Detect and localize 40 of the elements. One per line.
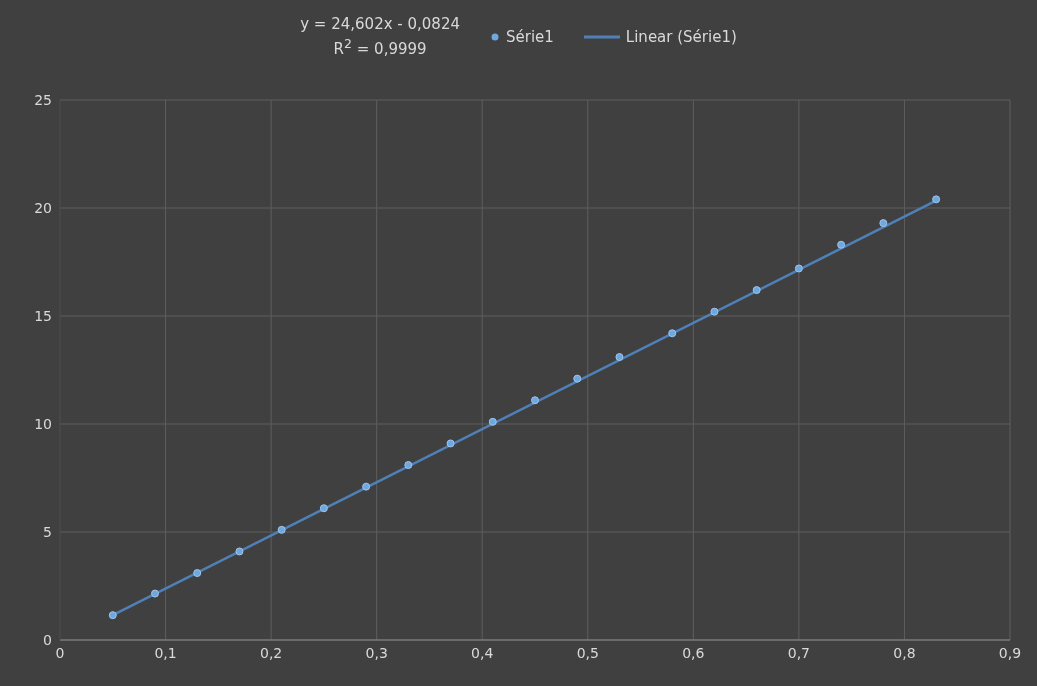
text: y = 24,602x - 0,0824 [300,15,460,33]
x-tick-label: 0,7 [787,644,811,661]
legend-label: Série1 [505,27,554,46]
x-tick-label: 0,3 [365,644,388,661]
point [193,569,202,578]
point [932,195,941,204]
point [531,396,539,405]
legend-label: Linear (Série1) [625,27,737,46]
point [752,286,761,295]
point [668,329,677,338]
x-tick-label: 0,1 [154,644,177,661]
point [108,611,117,620]
point [319,504,328,513]
point [794,264,803,273]
point [404,461,413,470]
point [151,589,159,598]
point [710,307,719,316]
y-tick-label: 25 [34,91,52,108]
point [446,439,455,448]
y-tick-label: 15 [34,307,52,324]
y-tick-label: 0 [43,631,52,648]
point [362,482,371,491]
x-tick-label: 0 [55,644,65,661]
x-tick-label: 0,6 [682,644,705,661]
point [277,525,286,534]
x-tick-label: 0,2 [259,644,283,661]
point [235,547,244,556]
y-tick-label: 5 [43,523,52,540]
y-tick-label: 10 [34,415,52,432]
point [615,353,624,362]
point [837,240,846,249]
point [488,417,497,426]
x-tick-label: 0,8 [893,644,916,661]
x-tick-label: 0,5 [576,644,599,661]
point [573,374,582,383]
point [879,219,888,228]
y-tick-label: 20 [34,199,52,216]
text: R$^{2}$ = 0,9999 [333,36,427,58]
x-tick-label: 0,4 [471,644,494,661]
x-tick-label: 0,9 [998,644,1022,661]
